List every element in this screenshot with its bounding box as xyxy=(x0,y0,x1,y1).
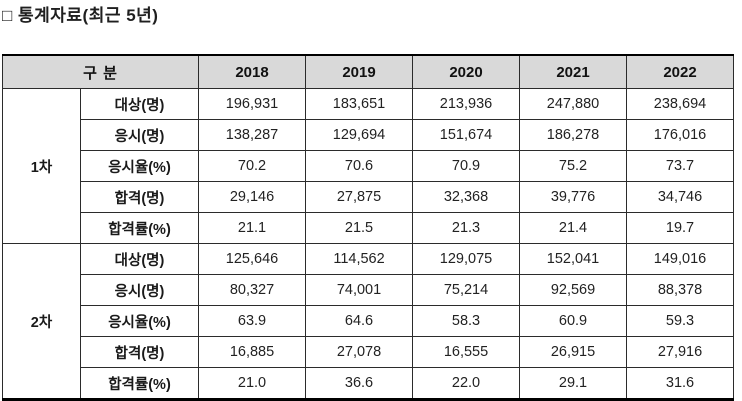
header-row: 구 분 2018 2019 2020 2021 2022 xyxy=(2,54,734,89)
cell-value: 73.7 xyxy=(626,150,734,182)
cell-value: 152,041 xyxy=(519,243,627,275)
cell-value: 64.6 xyxy=(305,305,413,337)
table-row: 합격률(%) 21.1 21.5 21.3 21.4 19.7 xyxy=(3,212,734,244)
cell-value: 138,287 xyxy=(198,119,306,151)
table-row: 응시율(%) 70.2 70.6 70.9 75.2 73.7 xyxy=(3,150,734,182)
cell-value: 88,378 xyxy=(626,274,734,306)
cell-value: 16,555 xyxy=(412,336,520,368)
cell-value: 125,646 xyxy=(198,243,306,275)
table-row: 응시율(%) 63.9 64.6 58.3 60.9 59.3 xyxy=(3,305,734,337)
row-label: 응시(명) xyxy=(80,119,199,151)
cell-value: 60.9 xyxy=(519,305,627,337)
cell-value: 19.7 xyxy=(626,212,734,244)
cell-value: 129,075 xyxy=(412,243,520,275)
cell-value: 29.1 xyxy=(519,367,627,400)
row-label: 대상(명) xyxy=(80,243,199,275)
cell-value: 186,278 xyxy=(519,119,627,151)
cell-value: 21.1 xyxy=(198,212,306,244)
cell-value: 21.3 xyxy=(412,212,520,244)
cell-value: 92,569 xyxy=(519,274,627,306)
table-row: 1차 대상(명) 196,931 183,651 213,936 247,880… xyxy=(2,88,734,244)
cell-value: 74,001 xyxy=(305,274,413,306)
column-header-year-2019: 2019 xyxy=(305,54,413,89)
cell-value: 16,885 xyxy=(198,336,306,368)
cell-value: 70.6 xyxy=(305,150,413,182)
cell-value: 196,931 xyxy=(198,88,306,120)
cell-value: 75.2 xyxy=(519,150,627,182)
cell-value: 176,016 xyxy=(626,119,734,151)
cell-value: 183,651 xyxy=(305,88,413,120)
row-label: 합격률(%) xyxy=(80,367,199,400)
cell-value: 63.9 xyxy=(198,305,306,337)
table-row: 합격(명) 29,146 27,875 32,368 39,776 34,746 xyxy=(3,181,734,213)
cell-value: 27,078 xyxy=(305,336,413,368)
table-row: 응시(명) 138,287 129,694 151,674 186,278 17… xyxy=(3,119,734,151)
cell-value: 70.9 xyxy=(412,150,520,182)
column-header-year-2022: 2022 xyxy=(626,54,734,89)
table-row: 응시(명) 80,327 74,001 75,214 92,569 88,378 xyxy=(3,274,734,306)
column-header-year-2020: 2020 xyxy=(412,54,520,89)
column-header-year-2021: 2021 xyxy=(519,54,627,89)
group-label-round-2: 2차 xyxy=(2,243,81,400)
table-row: 2차 대상(명) 125,646 114,562 129,075 152,041… xyxy=(2,243,734,400)
cell-value: 80,327 xyxy=(198,274,306,306)
cell-value: 213,936 xyxy=(412,88,520,120)
cell-value: 75,214 xyxy=(412,274,520,306)
cell-value: 21.5 xyxy=(305,212,413,244)
group-label-round-1: 1차 xyxy=(2,88,81,244)
cell-value: 129,694 xyxy=(305,119,413,151)
cell-value: 149,016 xyxy=(626,243,734,275)
cell-value: 27,875 xyxy=(305,181,413,213)
row-label: 응시(명) xyxy=(80,274,199,306)
cell-value: 247,880 xyxy=(519,88,627,120)
table-row: 합격(명) 16,885 27,078 16,555 26,915 27,916 xyxy=(3,336,734,368)
row-label: 응시율(%) xyxy=(80,305,199,337)
cell-value: 58.3 xyxy=(412,305,520,337)
row-label: 응시율(%) xyxy=(80,150,199,182)
cell-value: 70.2 xyxy=(198,150,306,182)
cell-value: 114,562 xyxy=(305,243,413,275)
cell-value: 36.6 xyxy=(305,367,413,400)
cell-value: 32,368 xyxy=(412,181,520,213)
statistics-table: 구 분 2018 2019 2020 2021 2022 1차 대상(명) 19… xyxy=(2,54,734,401)
section-title: □ 통계자료(최근 5년) xyxy=(2,6,159,25)
column-header-category: 구 분 xyxy=(2,54,199,89)
table-row: 합격률(%) 21.0 36.6 22.0 29.1 31.6 xyxy=(3,367,734,400)
row-label: 합격(명) xyxy=(80,336,199,368)
cell-value: 151,674 xyxy=(412,119,520,151)
row-label: 합격(명) xyxy=(80,181,199,213)
cell-value: 21.0 xyxy=(198,367,306,400)
cell-value: 238,694 xyxy=(626,88,734,120)
cell-value: 21.4 xyxy=(519,212,627,244)
row-label: 합격률(%) xyxy=(80,212,199,244)
cell-value: 59.3 xyxy=(626,305,734,337)
cell-value: 27,916 xyxy=(626,336,734,368)
cell-value: 34,746 xyxy=(626,181,734,213)
cell-value: 22.0 xyxy=(412,367,520,400)
row-label: 대상(명) xyxy=(80,88,199,120)
column-header-year-2018: 2018 xyxy=(198,54,306,89)
cell-value: 26,915 xyxy=(519,336,627,368)
cell-value: 39,776 xyxy=(519,181,627,213)
cell-value: 29,146 xyxy=(198,181,306,213)
cell-value: 31.6 xyxy=(626,367,734,400)
